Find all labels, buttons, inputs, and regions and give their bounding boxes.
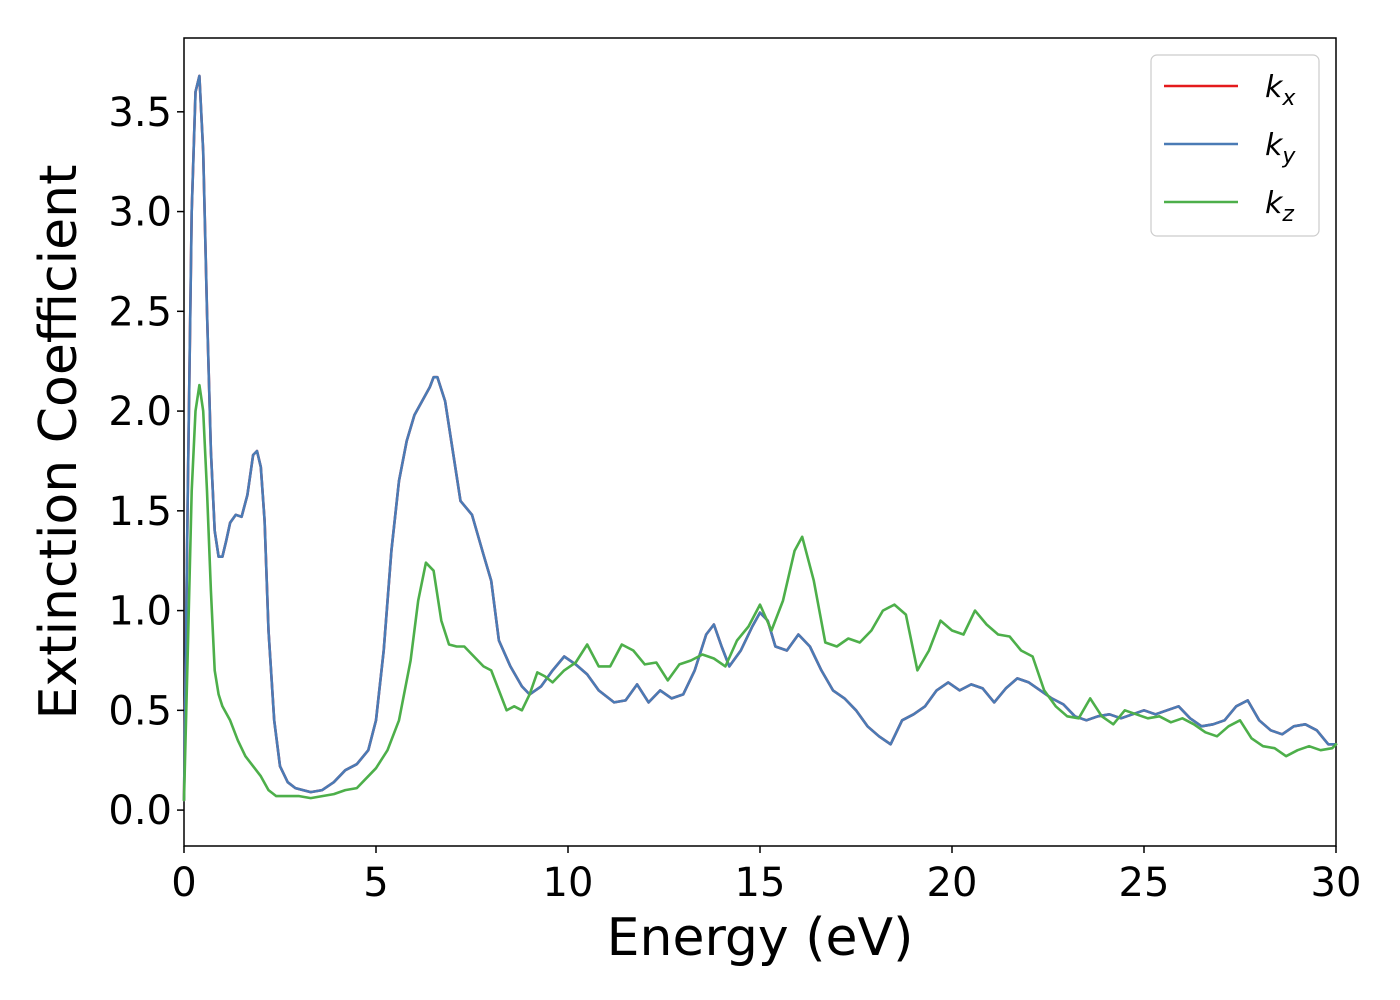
series-line-y <box>182 74 1338 802</box>
y-tick-label: 0.5 <box>108 688 172 734</box>
x-tick-label: 20 <box>927 860 978 906</box>
y-tick-label: 0.0 <box>108 788 172 834</box>
x-axis-label: Energy (eV) <box>607 908 914 968</box>
series-line-z <box>182 383 1338 802</box>
legend-box <box>1150 54 1320 237</box>
x-tick-label: 0 <box>171 860 196 906</box>
y-tick-label: 1.0 <box>108 589 172 635</box>
y-tick-label: 1.5 <box>108 489 172 535</box>
y-tick-label: 2.5 <box>108 289 172 335</box>
x-tick-label: 5 <box>363 860 388 906</box>
y-axis-ticks: 0.0 0.5 1.0 1.5 2.0 2.5 3.0 3.5 <box>108 90 184 834</box>
series-lines <box>182 74 1338 802</box>
x-axis-ticks: 0 5 10 15 20 25 30 <box>171 846 1361 906</box>
x-tick-label: 30 <box>1311 860 1362 906</box>
y-tick-label: 2.0 <box>108 389 172 435</box>
x-tick-label: 10 <box>543 860 594 906</box>
x-tick-label: 25 <box>1119 860 1170 906</box>
y-axis-label: Extinction Coefficient <box>29 165 89 720</box>
y-tick-label: 3.5 <box>108 90 172 136</box>
y-tick-label: 3.0 <box>108 190 172 236</box>
x-tick-label: 15 <box>735 860 786 906</box>
